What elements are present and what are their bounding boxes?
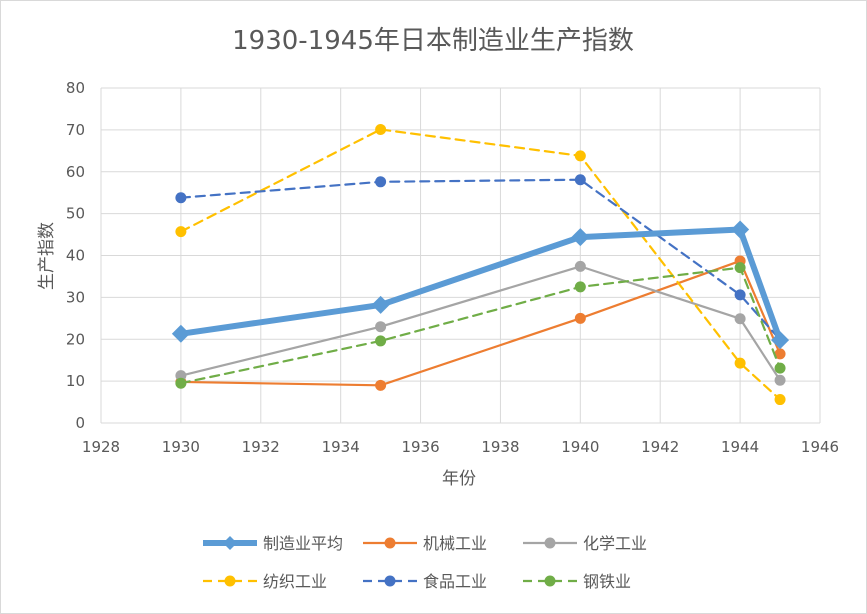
data-point: [375, 335, 387, 347]
legend-marker: [384, 575, 396, 587]
data-point: [175, 377, 187, 389]
data-point: [375, 321, 387, 333]
legend-item: 钢铁业: [523, 572, 631, 591]
tick-labels: 0 10 20 30 40 50 60 70 80 1928 1930 1932 1934 1936 193…: [66, 79, 839, 456]
y-tick-label: 20: [66, 330, 85, 348]
data-point: [771, 331, 790, 350]
legend-item: 机械工业: [363, 534, 487, 553]
data-point: [571, 228, 590, 247]
data-point: [574, 312, 586, 324]
x-tick-label: 1928: [82, 438, 120, 456]
data-point: [774, 374, 786, 386]
x-tick-label: 1944: [721, 438, 759, 456]
data-point: [375, 123, 387, 135]
legend-item: 食品工业: [363, 572, 487, 591]
legend-label: 纺织工业: [263, 572, 327, 591]
y-tick-label: 10: [66, 372, 85, 390]
series-6: [175, 262, 786, 389]
data-point: [574, 150, 586, 162]
x-tick-label: 1932: [242, 438, 280, 456]
data-point: [175, 370, 187, 382]
data-point: [375, 379, 387, 391]
data-point: [774, 394, 786, 406]
series-1: [171, 220, 790, 350]
x-axis-label: 年份: [442, 469, 476, 489]
data-point: [171, 324, 190, 343]
legend-marker: [544, 575, 556, 587]
legend-label: 机械工业: [423, 534, 487, 553]
data-point: [175, 226, 187, 238]
legend-label: 钢铁业: [583, 572, 631, 591]
x-tick-label: 1942: [641, 438, 679, 456]
data-point: [734, 289, 746, 301]
legend-marker: [224, 575, 236, 587]
legend-marker: [544, 537, 556, 549]
legend-item: 化学工业: [523, 534, 647, 553]
y-axis-label: 生产指数: [37, 222, 57, 290]
series-line: [179, 266, 782, 385]
legend-item: 纺织工业: [203, 572, 327, 591]
x-tick-label: 1946: [801, 438, 839, 456]
series-line: [179, 128, 782, 401]
data-point: [574, 260, 586, 272]
data-point: [774, 348, 786, 360]
data-point: [574, 281, 586, 293]
legend-marker: [384, 537, 396, 549]
data-point: [371, 295, 390, 314]
data-point: [734, 357, 746, 369]
series-3: [175, 260, 786, 386]
data-point: [774, 362, 786, 374]
series-line: [179, 178, 782, 341]
x-tick-label: 1940: [561, 438, 599, 456]
x-tick-label: 1934: [322, 438, 360, 456]
y-tick-label: 50: [66, 205, 85, 223]
data-point: [731, 220, 750, 239]
legend-item: 制造业平均: [203, 534, 343, 553]
x-tick-label: 1930: [162, 438, 200, 456]
y-tick-label: 70: [66, 121, 85, 139]
legend-label: 食品工业: [423, 572, 487, 591]
y-tick-label: 0: [75, 414, 85, 432]
y-tick-label: 60: [66, 163, 85, 181]
data-point: [734, 313, 746, 325]
legend-marker: [223, 536, 237, 550]
x-tick-label: 1936: [401, 438, 439, 456]
series-line: [177, 226, 784, 344]
legend-label: 制造业平均: [263, 534, 343, 553]
series-4: [175, 123, 786, 406]
x-tick-label: 1938: [481, 438, 519, 456]
data-point: [574, 174, 586, 186]
gridlines: [100, 87, 821, 424]
data-point: [734, 262, 746, 274]
y-tick-label: 80: [66, 79, 85, 97]
data-point: [175, 192, 187, 204]
y-tick-label: 40: [66, 247, 85, 265]
series-group: [171, 123, 790, 406]
data-point: [375, 176, 387, 188]
chart-title: 1930-1945年日本制造业生产指数: [232, 26, 634, 56]
y-tick-label: 30: [66, 288, 85, 306]
legend-label: 化学工业: [583, 534, 647, 553]
